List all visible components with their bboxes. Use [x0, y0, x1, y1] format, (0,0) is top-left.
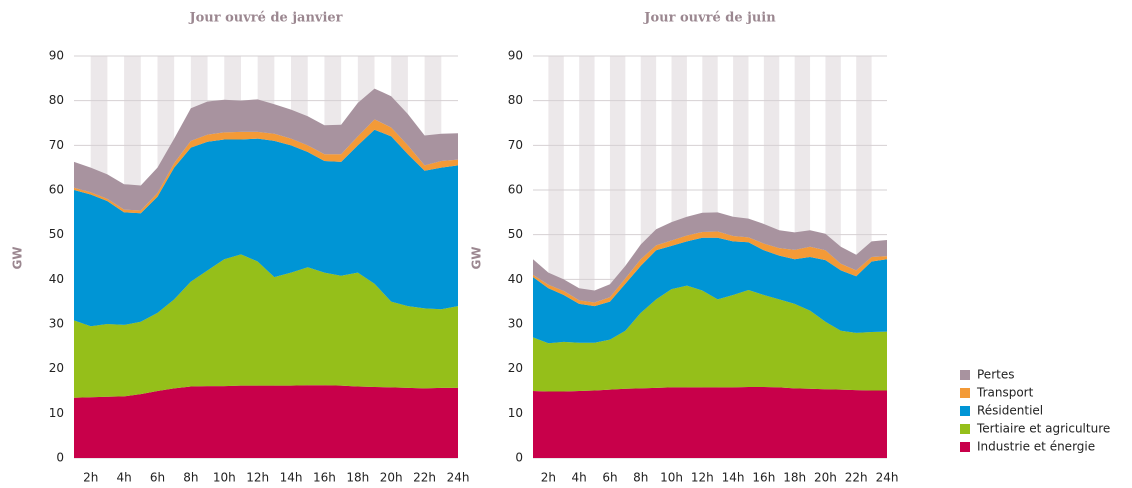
area	[533, 386, 887, 458]
y-axis-label: GW	[470, 246, 484, 269]
y-tick-label: 0	[56, 451, 64, 465]
x-tick-label: 12h	[246, 471, 269, 485]
x-tick-label: 8h	[633, 471, 648, 485]
y-tick-label: 50	[49, 227, 64, 241]
y-tick-label: 0	[515, 451, 523, 465]
x-tick-label: 24h	[876, 471, 899, 485]
legend-swatch	[960, 388, 970, 398]
x-tick-label: 22h	[413, 471, 436, 485]
y-tick-label: 40	[508, 272, 523, 286]
y-tick-label: 80	[49, 93, 64, 107]
legend-label: Industrie et énergie	[977, 440, 1095, 454]
x-tick-label: 18h	[346, 471, 369, 485]
y-tick-label: 10	[508, 406, 523, 420]
x-tick-label: 16h	[313, 471, 336, 485]
y-tick-label: 30	[49, 317, 64, 331]
area	[533, 237, 887, 344]
x-tick-label: 6h	[602, 471, 617, 485]
y-tick-label: 60	[49, 183, 64, 197]
x-tick-label: 14h	[722, 471, 745, 485]
area	[74, 88, 458, 211]
x-tick-label: 4h	[116, 471, 131, 485]
x-tick-label: 20h	[380, 471, 403, 485]
y-tick-label: 90	[49, 49, 64, 63]
x-tick-label: 24h	[447, 471, 470, 485]
legend-label: Résidentiel	[977, 404, 1043, 418]
y-tick-label: 70	[49, 138, 64, 152]
y-tick-label: 30	[508, 317, 523, 331]
y-tick-label: 90	[508, 49, 523, 63]
y-tick-label: 50	[508, 227, 523, 241]
y-tick-label: 40	[49, 272, 64, 286]
x-tick-label: 8h	[183, 471, 198, 485]
x-tick-label: 20h	[814, 471, 837, 485]
x-tick-label: 6h	[150, 471, 165, 485]
x-tick-label: 10h	[660, 471, 683, 485]
chart-title: Jour ouvré de juin	[643, 11, 776, 26]
x-tick-label: 2h	[541, 471, 556, 485]
y-tick-label: 20	[508, 361, 523, 375]
legend-swatch	[960, 442, 970, 452]
y-axis-label: GW	[11, 246, 25, 269]
chart-title: Jour ouvré de janvier	[188, 11, 342, 26]
area	[74, 385, 458, 458]
x-tick-label: 22h	[845, 471, 868, 485]
x-tick-label: 16h	[752, 471, 775, 485]
x-tick-label: 2h	[83, 471, 98, 485]
area	[533, 231, 887, 307]
y-tick-label: 80	[508, 93, 523, 107]
y-tick-label: 10	[49, 406, 64, 420]
legend-label: Tertiaire et agriculture	[976, 422, 1110, 436]
legend-label: Transport	[976, 386, 1034, 400]
x-tick-label: 12h	[691, 471, 714, 485]
x-tick-label: 4h	[572, 471, 587, 485]
legend-swatch	[960, 424, 970, 434]
legend-swatch	[960, 406, 970, 416]
area	[74, 129, 458, 327]
legend-swatch	[960, 370, 970, 380]
area	[533, 212, 887, 303]
x-tick-label: 14h	[280, 471, 303, 485]
y-tick-label: 60	[508, 183, 523, 197]
x-tick-label: 18h	[783, 471, 806, 485]
y-tick-label: 20	[49, 361, 64, 375]
x-tick-label: 10h	[213, 471, 236, 485]
area	[74, 119, 458, 214]
legend-label: Pertes	[977, 368, 1014, 382]
y-tick-label: 70	[508, 138, 523, 152]
area	[74, 254, 458, 398]
area	[533, 285, 887, 392]
